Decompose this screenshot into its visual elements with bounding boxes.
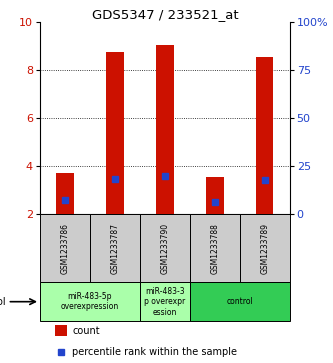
Text: percentile rank within the sample: percentile rank within the sample	[72, 347, 237, 357]
Text: GSM1233790: GSM1233790	[160, 223, 169, 274]
Bar	[90, 214, 140, 282]
Text: count: count	[72, 326, 100, 335]
Bar	[56, 173, 74, 214]
Text: control: control	[226, 297, 253, 306]
Bar	[140, 214, 190, 282]
Title: GDS5347 / 233521_at: GDS5347 / 233521_at	[92, 8, 238, 21]
Text: miR-483-5p
overexpression: miR-483-5p overexpression	[61, 292, 119, 311]
Bar	[106, 52, 124, 214]
Bar	[256, 57, 273, 214]
Text: GSM1233787: GSM1233787	[110, 223, 120, 274]
Bar	[55, 325, 67, 336]
Bar	[40, 282, 140, 321]
Text: GSM1233788: GSM1233788	[210, 223, 219, 274]
Bar	[190, 282, 290, 321]
Bar	[40, 214, 90, 282]
Bar	[206, 177, 223, 214]
Bar	[156, 45, 173, 214]
Text: GSM1233786: GSM1233786	[60, 223, 70, 274]
Bar	[240, 214, 290, 282]
Bar	[140, 282, 190, 321]
Text: protocol: protocol	[0, 297, 6, 307]
Text: miR-483-3
p overexpr
ession: miR-483-3 p overexpr ession	[144, 287, 185, 317]
Bar	[190, 214, 240, 282]
Text: GSM1233789: GSM1233789	[260, 223, 269, 274]
